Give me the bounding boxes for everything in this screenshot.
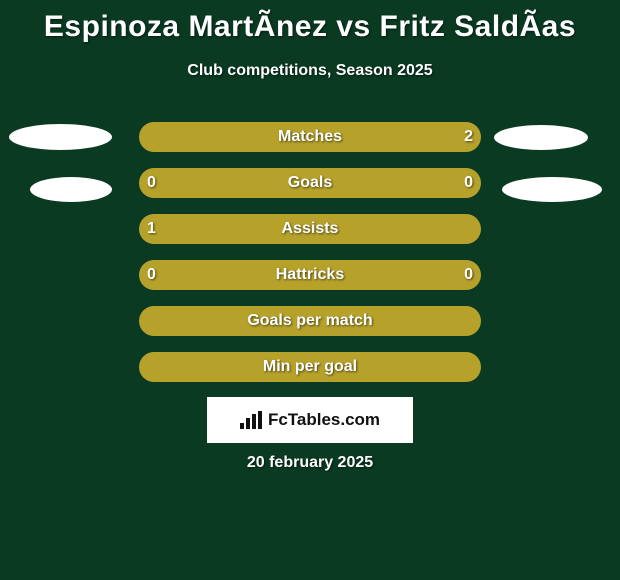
source-badge: FcTables.com	[207, 397, 413, 443]
player-photo-placeholder	[9, 124, 112, 150]
player-photo-placeholder	[494, 125, 588, 150]
stat-right-value: 0	[464, 260, 473, 290]
comparison-infographic: Espinoza MartÃnez vs Fritz SaldÃas Club …	[0, 0, 620, 580]
stat-metric-label: Min per goal	[139, 352, 481, 382]
date-label: 20 february 2025	[0, 454, 620, 472]
stat-metric-label: Hattricks	[139, 260, 481, 290]
bar-chart-icon	[240, 411, 262, 429]
stat-row: Min per goal	[0, 352, 620, 382]
stat-row: 1 Assists	[0, 214, 620, 244]
stat-row: 0 Hattricks 0	[0, 260, 620, 290]
stat-row: Goals per match	[0, 306, 620, 336]
source-badge-text: FcTables.com	[268, 410, 380, 430]
page-title: Espinoza MartÃnez vs Fritz SaldÃas	[0, 0, 620, 44]
stat-right-value: 2	[464, 122, 473, 152]
subtitle: Club competitions, Season 2025	[0, 62, 620, 80]
stat-metric-label: Assists	[139, 214, 481, 244]
player-photo-placeholder	[502, 177, 602, 202]
stat-metric-label: Goals	[139, 168, 481, 198]
stat-metric-label: Goals per match	[139, 306, 481, 336]
player-photo-placeholder	[30, 177, 112, 202]
stat-rows: Matches 2 0 Goals 0 1 Assists 0 Hattrick…	[0, 122, 620, 382]
stat-right-value: 0	[464, 168, 473, 198]
stat-metric-label: Matches	[139, 122, 481, 152]
